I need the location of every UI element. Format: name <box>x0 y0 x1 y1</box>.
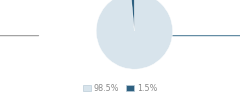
Text: WHITE: WHITE <box>0 31 39 40</box>
Wedge shape <box>131 0 134 31</box>
Legend: 98.5%, 1.5%: 98.5%, 1.5% <box>79 80 161 96</box>
Wedge shape <box>96 0 173 69</box>
Text: ASIAN: ASIAN <box>150 31 240 40</box>
